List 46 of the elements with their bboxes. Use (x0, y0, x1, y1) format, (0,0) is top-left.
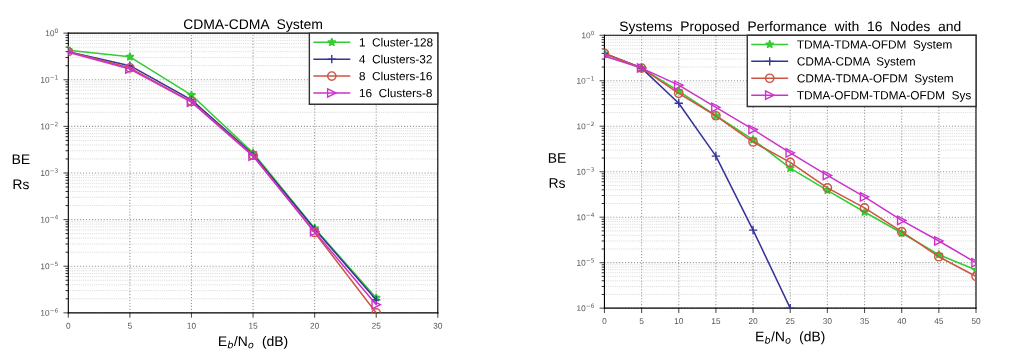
y-tick-label: 10$^{−3}$ (40, 168, 58, 177)
x-tick-label: 15 (711, 318, 721, 324)
x-axis-title: E$_{b}$/N$_{o}$ (dB) (756, 331, 825, 345)
x-tick-label: 50 (971, 318, 981, 324)
legend-label: 16 Clusters-8 (359, 88, 432, 98)
x-tick-label: 30 (433, 322, 443, 329)
y-axis-title: BE Rs (12, 154, 30, 190)
x-tick-label: 10 (187, 322, 196, 329)
legend-label: 4 Clusters-32 (359, 54, 432, 64)
y-tick-label: 10$^{−1}$ (577, 76, 594, 84)
x-tick-label: 20 (748, 318, 758, 324)
x-tick-label: 30 (823, 318, 832, 324)
x-tick-label: 45 (934, 318, 944, 324)
x-tick-label: 10 (674, 318, 684, 324)
chart-title: Systems Proposed Performance with 16 Nodes and (619, 21, 961, 34)
legend-label: TDMA-OFDM-TDMA-OFDM Sys (797, 91, 971, 102)
x-tick-label: 20 (310, 322, 319, 329)
y-tick-label: 10$^{−5}$ (577, 258, 594, 266)
legend-label: TDMA-TDMA-OFDM System (797, 40, 952, 52)
chart-title: CDMA-CDMA System (183, 19, 322, 32)
x-tick-label: 15 (249, 322, 258, 329)
y-tick-label: 10$^{−5}$ (40, 261, 58, 270)
x-tick-label: 5 (639, 318, 644, 324)
y-tick-label: 10$^{0}$ (45, 28, 58, 37)
x-tick-label: 35 (860, 318, 869, 324)
x-tick-label: 25 (786, 318, 795, 324)
x-axis-title: E$_{b}$/N$_{o}$ (dB) (219, 335, 288, 349)
y-tick-label: 10$^{−4}$ (40, 215, 58, 223)
x-tick-label: 5 (127, 322, 132, 329)
y-tick-label: 10$^{−6}$ (40, 308, 58, 316)
y-axis-title: BE Rs (548, 153, 566, 188)
x-tick-label: 40 (897, 318, 906, 324)
legend-label: 8 Clusters-16 (359, 71, 432, 81)
x-tick-label: 0 (66, 322, 71, 329)
y-tick-label: 10$^{−1}$ (40, 75, 58, 83)
y-tick-label: 10$^{−6}$ (577, 303, 595, 312)
y-tick-label: 10$^{−3}$ (577, 167, 594, 175)
y-tick-label: 10$^{0}$ (582, 30, 595, 39)
legend-label: CDMA-TDMA-OFDM System (797, 74, 953, 85)
x-tick-label: 25 (372, 322, 381, 329)
legend-label: CDMA-CDMA System (797, 57, 915, 68)
y-tick-label: 10$^{−2}$ (40, 121, 58, 130)
legend-label: 1 Cluster-128 (359, 37, 433, 47)
y-tick-label: 10$^{−2}$ (577, 121, 594, 130)
x-tick-label: 0 (602, 318, 607, 324)
y-tick-label: 10$^{−4}$ (577, 212, 595, 221)
